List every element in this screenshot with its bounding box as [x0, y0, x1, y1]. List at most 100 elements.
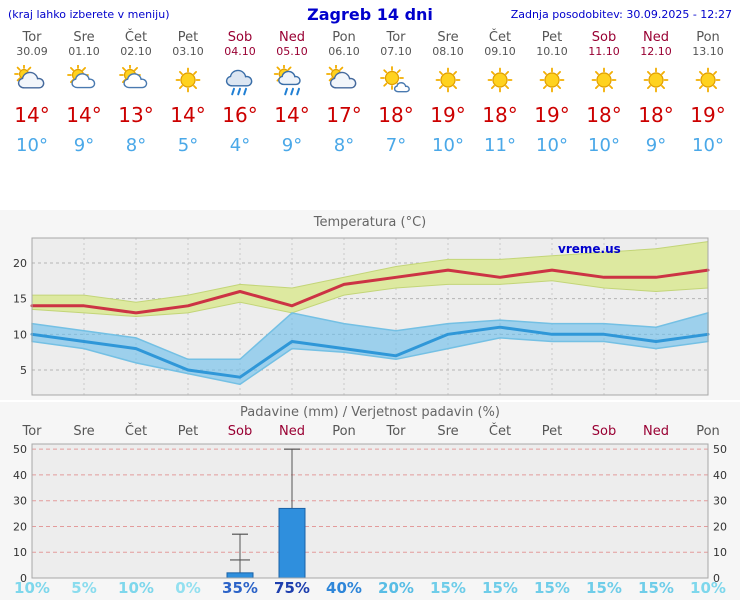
precip-day-label: Tor	[22, 424, 42, 439]
precip-probability: 15%	[534, 579, 570, 597]
temp-axis-label: 5	[20, 364, 27, 377]
temp-low: 8°	[333, 135, 355, 156]
day-name: Sob	[227, 30, 253, 45]
precipitation-chart: 0 0 10 10 20 20 30 30 40 40 50 50	[0, 402, 740, 600]
precip-probability: 15%	[482, 579, 518, 597]
day-date: 11.10	[588, 45, 620, 58]
day-column-ned-12.10[interactable]: Ned 12.10 18° 9°	[630, 30, 682, 156]
vreme-watermark-link[interactable]: vreme.us	[558, 242, 621, 256]
precip-probability: 15%	[586, 579, 622, 597]
mostly-cloudy-icon	[6, 64, 58, 98]
temperature-chart: 5 10 15 20	[0, 210, 740, 400]
temp-high: 19°	[690, 103, 726, 127]
precip-day-label: Pet	[177, 424, 199, 439]
temp-low: 9°	[281, 135, 303, 156]
precip-probability: 35%	[222, 579, 258, 597]
precip-axis-label: 20	[13, 520, 27, 533]
precip-axis-label: 10	[713, 546, 727, 559]
temp-high: 13°	[118, 103, 154, 127]
day-column-sob-11.10[interactable]: Sob 11.10 18° 10°	[578, 30, 630, 156]
precip-probability: 5%	[71, 579, 97, 597]
temp-low: 11°	[484, 135, 516, 156]
precip-probability: 0%	[175, 579, 201, 597]
temp-low: 4°	[229, 135, 251, 156]
day-column-pet-03.10[interactable]: Pet 03.10 14° 5°	[162, 30, 214, 156]
precip-probability: 20%	[378, 579, 414, 597]
temp-low: 5°	[177, 135, 199, 156]
partly-cloudy-icon	[58, 64, 110, 98]
day-date: 05.10	[276, 45, 308, 58]
day-name: Pon	[332, 30, 356, 45]
precip-axis-label: 20	[713, 520, 727, 533]
forecast-day-strip: Tor 30.09 14° 10° Sre 01.10 14° 9° Čet 02.10 13° 8°…	[6, 30, 734, 156]
day-date: 03.10	[172, 45, 204, 58]
day-column-čet-02.10[interactable]: Čet 02.10 13° 8°	[110, 30, 162, 156]
partly-cloudy-icon	[110, 64, 162, 98]
sun-icon	[578, 64, 630, 98]
temp-low: 9°	[73, 135, 95, 156]
temp-axis-label: 20	[13, 257, 27, 270]
day-column-tor-30.09[interactable]: Tor 30.09 14° 10°	[6, 30, 58, 156]
day-column-sre-01.10[interactable]: Sre 01.10 14° 9°	[58, 30, 110, 156]
max-temp-line	[30, 268, 710, 315]
sun-icon	[682, 64, 734, 98]
day-column-tor-07.10[interactable]: Tor 07.10 18° 7°	[370, 30, 422, 156]
temp-high: 14°	[66, 103, 102, 127]
precip-probability: 10%	[690, 579, 726, 597]
temp-low: 10°	[16, 135, 48, 156]
precip-probability: 40%	[326, 579, 362, 597]
last-update: Zadnja posodobitev: 30.09.2025 - 12:27	[510, 8, 732, 21]
day-column-ned-05.10[interactable]: Ned 05.10 14° 9°	[266, 30, 318, 156]
precip-day-label: Sre	[437, 424, 459, 439]
day-name: Tor	[386, 30, 406, 45]
day-column-pon-13.10[interactable]: Pon 13.10 19° 10°	[682, 30, 734, 156]
temp-low: 10°	[432, 135, 464, 156]
temp-high: 18°	[638, 103, 674, 127]
precip-axis-label: 30	[13, 495, 27, 508]
temp-low: 10°	[536, 135, 568, 156]
precip-day-label: Sre	[73, 424, 95, 439]
temp-high: 14°	[274, 103, 310, 127]
temp-low: 7°	[385, 135, 407, 156]
precipitation-day-labels: Tor Sre Čet Pet Sob Ned Pon Tor Sre Čet Pet Sob Ned P…	[6, 424, 734, 439]
day-name: Tor	[22, 30, 42, 45]
day-name: Sre	[437, 30, 459, 45]
precip-probability: 10%	[118, 579, 154, 597]
precip-bar	[226, 572, 254, 579]
sun-icon	[526, 64, 578, 98]
day-date: 04.10	[224, 45, 256, 58]
mostly-cloudy-icon	[318, 64, 370, 98]
day-date: 13.10	[692, 45, 724, 58]
temp-high: 18°	[378, 103, 414, 127]
precipitation-chart-title: Padavine (mm) / Verjetnost padavin (%)	[240, 405, 500, 420]
precip-day-label: Tor	[386, 424, 406, 439]
precip-axis-label: 40	[713, 469, 727, 482]
day-date: 02.10	[120, 45, 152, 58]
day-column-pon-06.10[interactable]: Pon 06.10 17° 8°	[318, 30, 370, 156]
precip-day-label: Sob	[227, 424, 253, 439]
day-date: 12.10	[640, 45, 672, 58]
day-column-čet-09.10[interactable]: Čet 09.10 18° 11°	[474, 30, 526, 156]
day-name: Pet	[177, 30, 199, 45]
temp-axis-label: 10	[13, 328, 27, 341]
precip-axis-label: 10	[13, 546, 27, 559]
day-column-pet-10.10[interactable]: Pet 10.10 19° 10°	[526, 30, 578, 156]
precip-day-label: Pon	[696, 424, 720, 439]
sun-icon	[162, 64, 214, 98]
day-column-sob-04.10[interactable]: Sob 04.10 16° 4°	[214, 30, 266, 156]
precip-probability: 15%	[430, 579, 466, 597]
precip-axis-label: 50	[713, 443, 727, 456]
precip-day-label: Pon	[332, 424, 356, 439]
precip-day-label: Pet	[541, 424, 563, 439]
day-name: Pet	[541, 30, 563, 45]
precip-axis-label: 50	[13, 443, 27, 456]
precip-probability: 75%	[274, 579, 310, 597]
temperature-chart-title: Temperatura (°C)	[313, 215, 427, 230]
day-date: 06.10	[328, 45, 360, 58]
day-date: 09.10	[484, 45, 516, 58]
day-column-sre-08.10[interactable]: Sre 08.10 19° 10°	[422, 30, 474, 156]
sun-icon	[422, 64, 474, 98]
day-name: Pon	[696, 30, 720, 45]
temp-axis-label: 15	[13, 293, 27, 306]
